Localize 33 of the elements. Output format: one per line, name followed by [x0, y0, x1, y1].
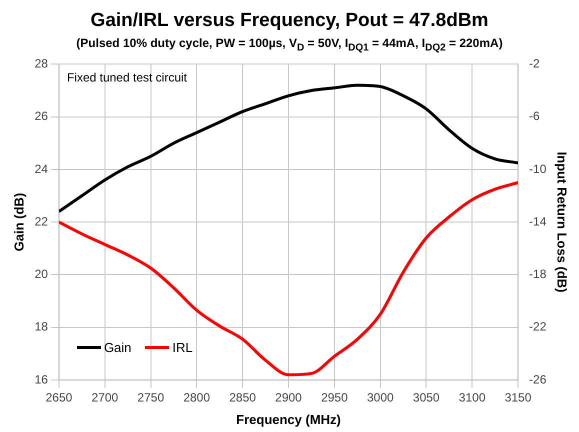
y-tick-label: 22 [34, 214, 48, 228]
legend-label: IRL [172, 340, 193, 355]
y2-axis-title: Input Return Loss (dB) [554, 152, 570, 293]
y2-tick-label: -14 [529, 214, 547, 228]
x-tick-label: 2700 [92, 390, 119, 405]
x-tick-label: 2900 [275, 390, 302, 405]
y-tick-label: 16 [34, 372, 48, 386]
x-tick-label: 3050 [412, 390, 440, 405]
x-tick-label: 2650 [46, 390, 73, 405]
legend-label: Gain [104, 340, 132, 355]
x-tick-label: 2850 [229, 390, 256, 405]
x-tick-label: 3100 [458, 390, 486, 405]
y-tick-label: 18 [34, 320, 48, 334]
y2-tick-label: -26 [529, 372, 547, 386]
y-tick-label: 24 [34, 162, 48, 176]
x-tick-label: 2950 [321, 390, 348, 405]
x-tick-label: 2750 [137, 390, 164, 405]
y2-tick-label: -10 [529, 162, 547, 176]
x-tick-label: 2800 [183, 390, 210, 405]
y2-tick-label: -22 [529, 320, 547, 334]
x-axis-title: Frequency (MHz) [236, 412, 341, 427]
y2-tick-label: -6 [529, 109, 540, 124]
y-tick-label: 28 [34, 56, 48, 71]
chart-subtitle: (Pulsed 10% duty cycle, PW = 100µs, V$_{D}$ = 50V, I$_{DQ1}$ = 44mA, I$_{DQ2}$ = 220mA) [75, 36, 504, 54]
y2-tick-label: -2 [529, 56, 540, 71]
y-axis-title: Gain (dB) [11, 192, 26, 252]
x-tick-label: 3150 [504, 390, 532, 405]
y-tick-label: 26 [34, 109, 48, 124]
y-tick-label: 20 [34, 267, 48, 282]
x-tick-label: 3000 [366, 390, 394, 405]
y2-tick-label: -18 [529, 267, 547, 282]
annotation: Fixed tuned test circuit [66, 70, 188, 85]
chart-title: Gain/IRL versus Frequency, Pout = 47.8dBm [90, 10, 490, 32]
